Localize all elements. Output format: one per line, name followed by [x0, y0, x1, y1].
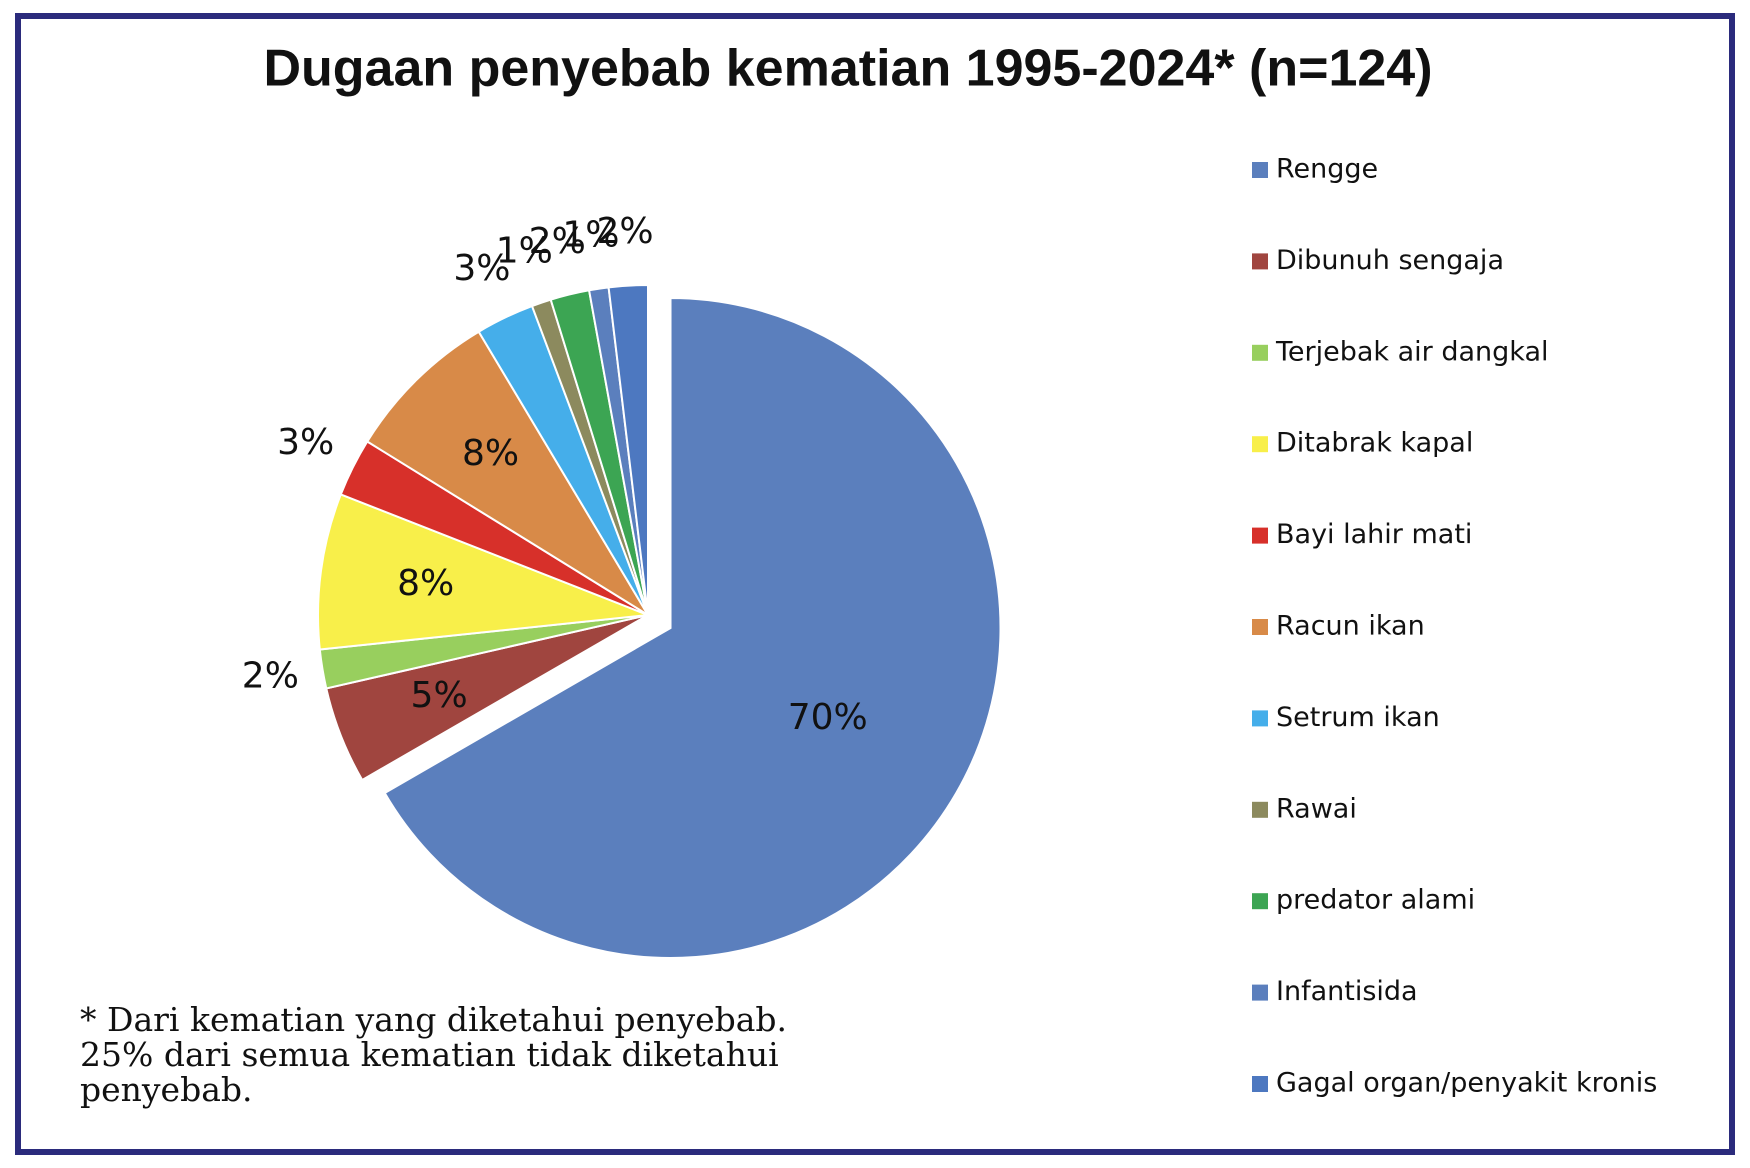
footnote: 25% dari semua kematian tidak diketahui: [80, 1035, 779, 1074]
legend-label: Rengge: [1276, 154, 1378, 185]
legend-swatch: [1252, 801, 1268, 818]
footnote: penyebab.: [80, 1070, 253, 1109]
legend-swatch: [1252, 253, 1268, 270]
data-label: 2%: [529, 221, 586, 262]
data-label: 2%: [242, 656, 299, 697]
legend-swatch: [1252, 1076, 1268, 1092]
legend-swatch: [1252, 436, 1268, 453]
legend-label: Terjebak air dangkal: [1275, 336, 1549, 367]
data-label: 8%: [397, 563, 454, 604]
legend-swatch: [1252, 527, 1268, 544]
legend-label: Setrum ikan: [1276, 702, 1440, 733]
data-label: 1%: [496, 231, 553, 272]
legend-label: Dibunuh sengaja: [1276, 245, 1504, 276]
legend-label: Gagal organ/penyakit kronis: [1276, 1068, 1657, 1099]
legend-label: Ditabrak kapal: [1276, 428, 1473, 459]
legend-label: Infantisida: [1276, 976, 1418, 1007]
data-label: 8%: [462, 433, 519, 474]
legend-swatch: [1252, 344, 1268, 361]
pie-slice: [607, 283, 649, 616]
data-label: 1%: [562, 214, 619, 255]
data-label: 3%: [453, 248, 510, 289]
data-label: 70%: [788, 697, 868, 738]
pie-slice: [365, 330, 649, 616]
legend-label: predator alami: [1276, 885, 1475, 916]
data-label: 5%: [411, 675, 468, 716]
chart-title: Dugaan penyebab kematian 1995-2024* (n=1…: [263, 40, 1432, 98]
legend-swatch: [1252, 893, 1268, 910]
legend-label: Racun ikan: [1276, 611, 1425, 642]
pie-slice: [317, 493, 649, 651]
data-label: 2%: [597, 211, 654, 252]
legend-swatch: [1252, 162, 1268, 178]
data-label: 3%: [277, 422, 334, 463]
legend-label: Rawai: [1276, 793, 1357, 824]
pie-slice: [383, 296, 1002, 959]
legend-swatch: [1252, 984, 1268, 1001]
legend-swatch: [1252, 710, 1268, 727]
legend-swatch: [1252, 619, 1268, 635]
legend-label: Bayi lahir mati: [1276, 519, 1472, 550]
footnote: * Dari kematian yang diketahui penyebab.: [80, 1000, 787, 1039]
